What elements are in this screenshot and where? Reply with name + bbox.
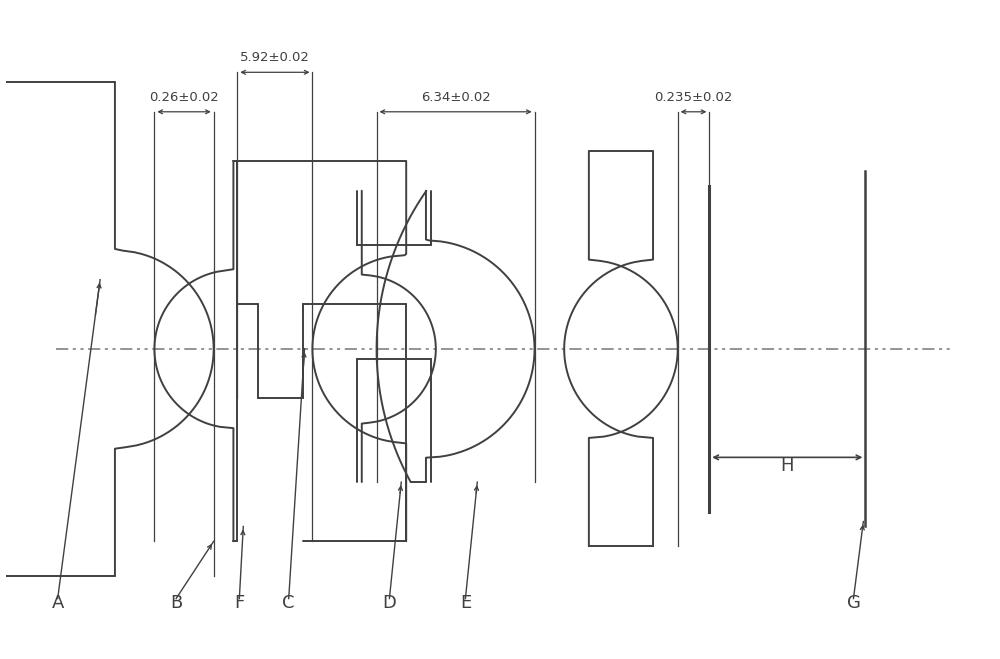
Text: 0.26±0.02: 0.26±0.02 (149, 91, 219, 104)
Text: H: H (781, 457, 794, 475)
Text: B: B (170, 594, 182, 612)
Text: E: E (460, 594, 471, 612)
Text: D: D (382, 594, 396, 612)
Text: 0.235±0.02: 0.235±0.02 (654, 91, 733, 104)
Text: G: G (847, 594, 860, 612)
Text: F: F (234, 594, 244, 612)
Text: 6.34±0.02: 6.34±0.02 (421, 91, 490, 104)
Text: C: C (282, 594, 295, 612)
Text: A: A (51, 594, 64, 612)
Text: 5.92±0.02: 5.92±0.02 (240, 51, 310, 65)
